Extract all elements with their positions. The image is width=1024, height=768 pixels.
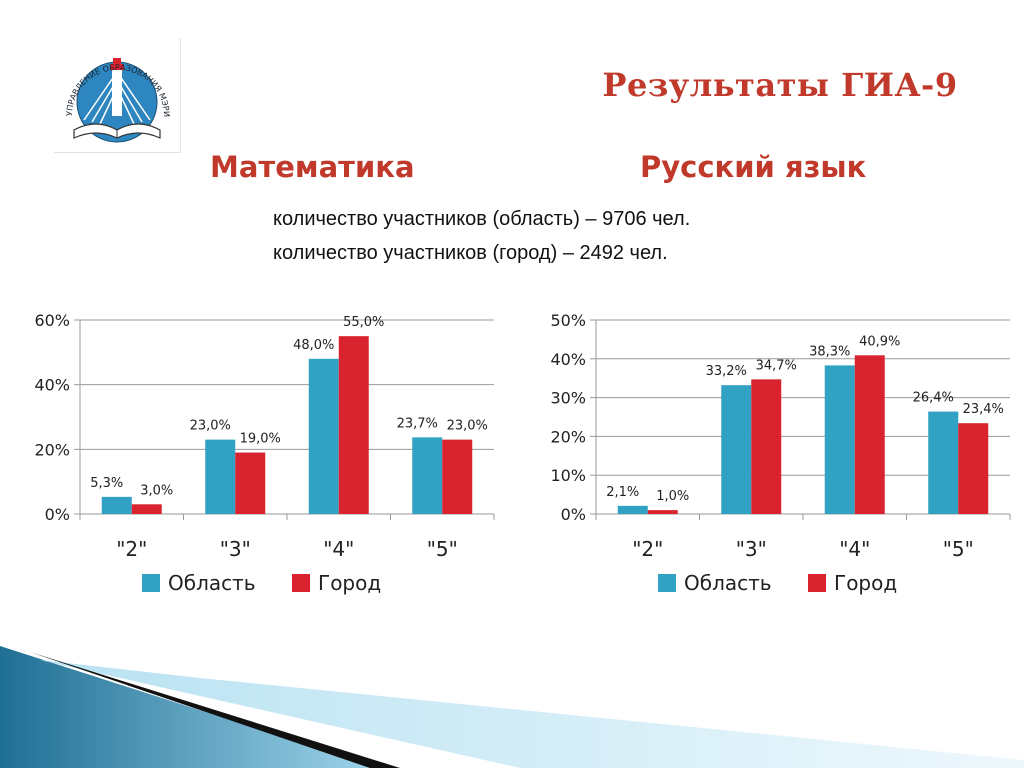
bar-gorod (647, 510, 678, 514)
legend-swatch (292, 574, 310, 592)
x-category-label: "5" (427, 537, 458, 561)
data-label: 48,0% (293, 338, 334, 353)
bar-gorod (958, 423, 989, 514)
logo: УПРАВЛЕНИЕ ОБРАЗОВАНИЯ МЭРИИ г. ЧЕРЕПОВЦ… (54, 38, 181, 153)
data-label: 19,0% (240, 432, 281, 447)
legend-swatch (658, 574, 676, 592)
x-category-label: "3" (736, 537, 767, 561)
bar-gorod (854, 355, 885, 514)
bar-gorod (235, 452, 266, 514)
data-label: 55,0% (343, 315, 384, 330)
data-label: 3,0% (140, 483, 173, 498)
bar-gorod (338, 336, 369, 514)
legend-label: Область (684, 571, 772, 595)
math-chart: 0% 20% 40% 60% 5,3% 3,0% "2" 23,0% 19,0% "3" 48,0%… (10, 300, 500, 610)
participants-city-text: количество участников (город) – 2492 чел… (273, 242, 668, 264)
data-label: 38,3% (809, 344, 850, 359)
bar-oblast (721, 385, 752, 514)
legend-swatch (808, 574, 826, 592)
y-tick-label: 50% (550, 311, 586, 330)
bar-gorod (131, 504, 162, 514)
data-label: 23,0% (190, 419, 231, 434)
decorative-swoosh (0, 646, 1024, 768)
legend-label: Город (318, 571, 381, 595)
y-tick-label: 30% (550, 389, 586, 408)
subject-math-title: Математика (210, 150, 415, 184)
bar-oblast (824, 365, 855, 514)
legend-label: Город (834, 571, 897, 595)
x-category-label: "2" (116, 537, 147, 561)
russian-chart: 0% 10% 20% 30% 40% 50% 2,1% 1,0% "2" 33,2% 34,7% "3… (526, 300, 1016, 610)
data-label: 34,7% (756, 358, 797, 373)
emblem-icon: УПРАВЛЕНИЕ ОБРАЗОВАНИЯ МЭРИИ г. ЧЕРЕПОВЦ… (54, 38, 171, 143)
bar-oblast (308, 358, 339, 514)
participants-region-text: количество участников (область) – 9706 ч… (273, 208, 691, 230)
data-label: 5,3% (90, 476, 123, 491)
data-label: 40,9% (859, 334, 900, 349)
data-label: 1,0% (656, 489, 689, 504)
bar-oblast (205, 439, 236, 514)
legend-label: Область (168, 571, 256, 595)
legend: Область Город (142, 571, 381, 595)
bar-oblast (617, 505, 648, 514)
data-label: 33,2% (706, 364, 747, 379)
data-label: 2,1% (606, 485, 639, 500)
x-category-label: "3" (220, 537, 251, 561)
y-tick-label: 0% (561, 505, 586, 524)
y-tick-label: 0% (45, 505, 70, 524)
y-tick-label: 40% (34, 376, 70, 395)
bar-oblast (101, 496, 132, 514)
legend-swatch (142, 574, 160, 592)
subject-russian-title: Русский язык (640, 150, 867, 184)
y-tick-label: 60% (34, 311, 70, 330)
y-tick-label: 10% (550, 466, 586, 485)
data-label: 23,0% (447, 419, 488, 434)
bar-oblast (412, 437, 443, 514)
page-title: Результаты ГИА-9 (602, 66, 958, 104)
data-label: 23,7% (397, 416, 438, 431)
bar-gorod (751, 379, 782, 514)
data-label: 26,4% (913, 391, 954, 406)
data-label: 23,4% (963, 402, 1004, 417)
x-category-label: "5" (943, 537, 974, 561)
x-category-label: "4" (323, 537, 354, 561)
chart-svg: 0% 20% 40% 60% 5,3% 3,0% "2" 23,0% 19,0% "3" 48,0%… (34, 311, 495, 595)
y-tick-label: 20% (34, 440, 70, 459)
x-category-label: "2" (632, 537, 663, 561)
y-tick-label: 20% (550, 427, 586, 446)
x-category-label: "4" (839, 537, 870, 561)
legend: Область Город (658, 571, 897, 595)
bar-gorod (442, 439, 473, 514)
y-tick-label: 40% (550, 350, 586, 369)
bar-oblast (928, 411, 959, 514)
chart-svg: 0% 10% 20% 30% 40% 50% 2,1% 1,0% "2" 33,2% 34,7% "3… (550, 311, 1011, 595)
